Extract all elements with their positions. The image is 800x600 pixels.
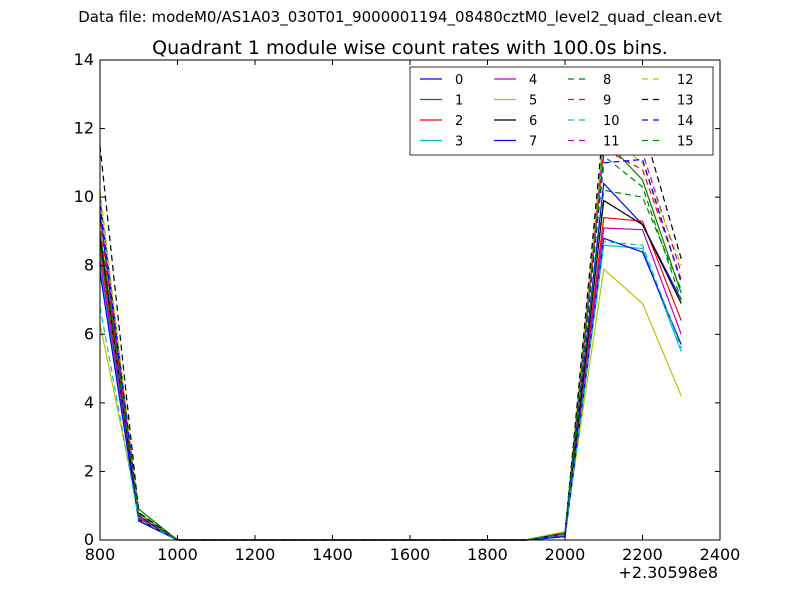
x-tick-label: 2200: [622, 545, 663, 564]
legend-label: 8: [603, 73, 611, 88]
series-line-1: [99, 137, 682, 541]
x-tick-label: 1600: [390, 545, 431, 564]
x-tick-label: 2400: [700, 545, 741, 564]
y-tick-label: 4: [84, 393, 94, 412]
y-tick-label: 6: [84, 324, 94, 343]
legend-label: 10: [603, 114, 620, 129]
y-tick-label: 12: [74, 119, 94, 138]
legend-label: 1: [455, 94, 463, 109]
legend-label: 9: [603, 94, 611, 109]
series-line-9: [99, 148, 682, 541]
legend-label: 3: [455, 135, 463, 150]
x-tick-label: 1200: [235, 545, 276, 564]
legend-box: [409, 66, 714, 156]
x-tick-label: 1400: [312, 545, 353, 564]
legend-label: 5: [529, 94, 537, 109]
y-tick-label: 0: [84, 530, 94, 549]
legend-label: 2: [455, 114, 463, 129]
legend-label: 11: [603, 135, 620, 150]
legend-label: 7: [529, 135, 537, 150]
x-tick-label: 1800: [467, 545, 508, 564]
series-line-14: [99, 158, 682, 541]
chart-title: Quadrant 1 module wise count rates with …: [152, 37, 668, 59]
y-tick-label: 8: [84, 256, 94, 275]
data-file-caption: Data file: modeM0/AS1A03_030T01_90000011…: [78, 8, 722, 26]
y-tick-label: 2: [84, 461, 94, 480]
legend-label: 14: [677, 114, 694, 129]
x-tick-label: 1000: [157, 545, 198, 564]
series-line-11: [99, 141, 682, 541]
legend-label: 6: [529, 114, 537, 129]
x-tick-label: 2000: [545, 545, 586, 564]
legend-label: 12: [677, 73, 694, 88]
x-offset-label: +2.30598e8: [618, 563, 718, 582]
axis-ticks: 800 1000 1200 1400 1600 1800 2000 2200 2400 0 2 4 6 8…: [74, 50, 741, 564]
legend-label: 15: [677, 135, 694, 150]
y-tick-label: 14: [74, 50, 94, 69]
legend-label: 4: [529, 73, 537, 88]
series-line-15: [99, 154, 682, 541]
legend-label: 13: [677, 94, 694, 109]
legend-label: 0: [455, 73, 463, 88]
y-tick-label: 10: [74, 187, 94, 206]
x-tick-label: 800: [85, 545, 116, 564]
plot-area: [99, 121, 682, 541]
